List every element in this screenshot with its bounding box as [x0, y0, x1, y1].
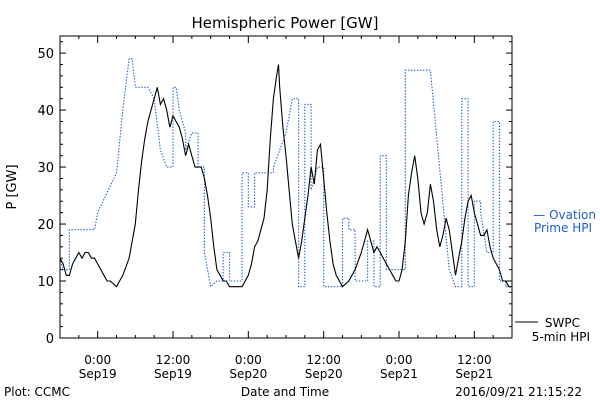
series-layer: [59, 58, 512, 288]
plot-frame: [59, 35, 513, 339]
y-tick-label: 30: [37, 161, 54, 176]
y-tick-label: 50: [37, 47, 54, 62]
x-tick-time: 12:00: [156, 353, 191, 367]
x-tick-date: Sep21: [455, 367, 493, 381]
x-tick-date: Sep19: [79, 367, 117, 381]
y-axis-label: P [GW]: [5, 164, 20, 209]
x-tick-time: 0:00: [84, 353, 111, 367]
y-tick-label: 20: [37, 218, 54, 233]
x-axis: 0:00Sep1912:00Sep190:00Sep2012:00Sep200:…: [59, 36, 513, 381]
x-tick-date: Sep19: [154, 367, 192, 381]
x-tick-date: Sep20: [305, 367, 343, 381]
x-tick-time: 0:00: [386, 353, 413, 367]
x-tick-date: Sep20: [229, 367, 267, 381]
y-axis: 0 10 20 30 40 50: [37, 41, 512, 347]
y-tick-label: 40: [37, 104, 54, 119]
x-tick-time: 0:00: [235, 353, 262, 367]
swpc-5min-hpi-series-line: [59, 64, 512, 288]
x-tick-date: Sep21: [380, 367, 418, 381]
legend-swpc-label: SWPC: [545, 316, 580, 330]
legend-ovation-label: — Ovation: [533, 208, 596, 222]
plot-credit: Plot: CCMC: [4, 385, 70, 399]
chart-title: Hemispheric Power [GW]: [192, 14, 379, 32]
y-tick-label: 0: [46, 332, 54, 347]
legend-swpc-label: 5-min HPI: [532, 330, 590, 344]
legend-ovation-label: Prime HPI: [534, 221, 592, 235]
x-axis-label: Date and Time: [241, 385, 329, 399]
y-tick-label: 10: [37, 275, 54, 290]
x-tick-time: 12:00: [457, 353, 492, 367]
plot-timestamp: 2016/09/21 21:15:22: [455, 385, 582, 399]
x-tick-time: 12:00: [306, 353, 341, 367]
ovation-prime-hpi-series-line: [59, 58, 512, 288]
